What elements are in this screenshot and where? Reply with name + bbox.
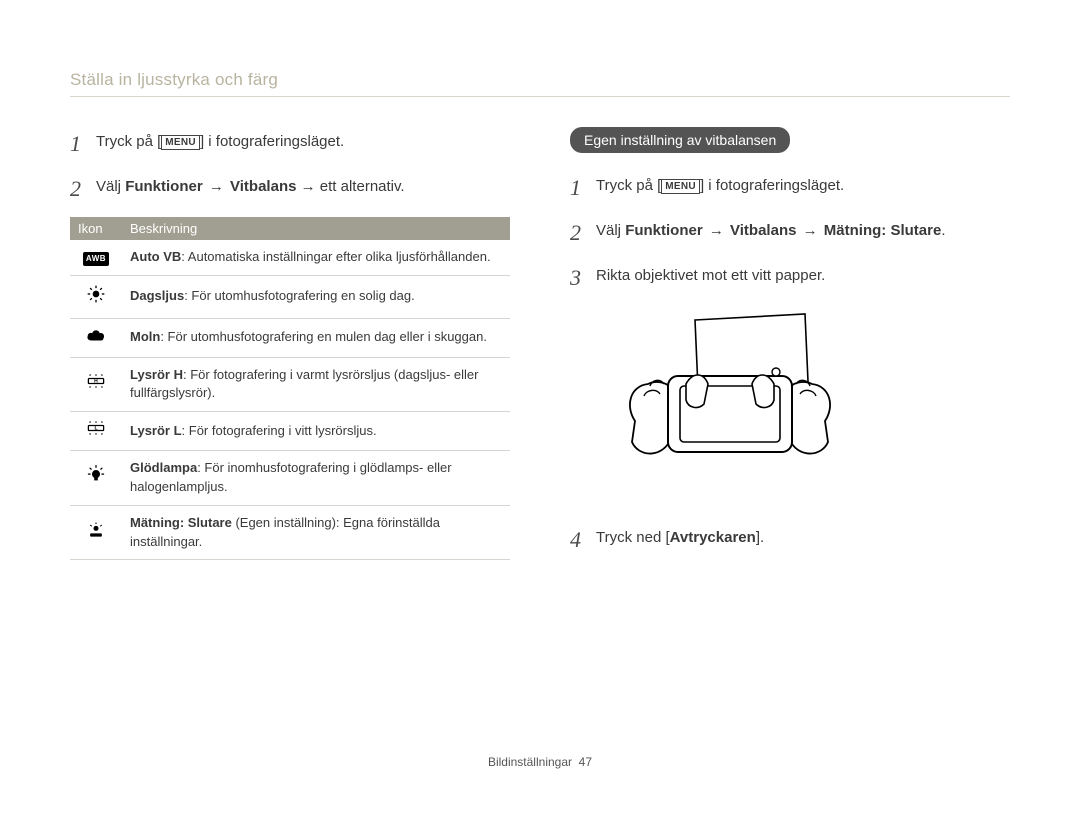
- svg-text:H: H: [94, 379, 98, 385]
- step-text: Tryck på [MENU] i fotograferingsläget.: [596, 171, 844, 198]
- step-text: Välj Funktioner → Vitbalans → ett altern…: [96, 172, 405, 199]
- text: : För fotografering i varmt lysrörsljus …: [130, 367, 478, 401]
- bold-text: Funktioner: [625, 222, 703, 239]
- text: Tryck ned [: [596, 529, 670, 546]
- text: : För utomhusfotografering en solig dag.: [184, 288, 415, 303]
- step-text: Tryck på [MENU] i fotograferingsläget.: [96, 127, 344, 154]
- bulb-icon: [87, 464, 105, 486]
- step-number: 2: [70, 172, 96, 205]
- table-row: AWB Auto VB: Automatiska inställningar e…: [70, 240, 510, 275]
- footer-page: 47: [579, 755, 592, 769]
- text: Tryck på [: [596, 177, 661, 194]
- text: : För utomhusfotografering en mulen dag …: [160, 329, 487, 344]
- text: ] i fotograferingsläget.: [700, 177, 844, 194]
- table-row: Dagsljus: För utomhusfotografering en so…: [70, 275, 510, 318]
- bold-text: Lysrör H: [130, 367, 183, 382]
- step-number: 3: [570, 261, 596, 294]
- camera-illustration: [600, 306, 1010, 511]
- left-step-2: 2 Välj Funktioner → Vitbalans → ett alte…: [70, 172, 510, 205]
- cell-icon: [70, 451, 122, 506]
- right-step-4: 4 Tryck ned [Avtryckaren].: [570, 523, 1010, 556]
- bold-text: Dagsljus: [130, 288, 184, 303]
- right-step-2: 2 Välj Funktioner → Vitbalans → Mätning:…: [570, 216, 1010, 249]
- bold-text: Funktioner: [125, 178, 203, 195]
- step-text: Tryck ned [Avtryckaren].: [596, 523, 764, 550]
- fluorescent-l-icon: L: [85, 420, 107, 436]
- step-number: 1: [570, 171, 596, 204]
- cell-desc: Dagsljus: För utomhusfotografering en so…: [122, 275, 510, 318]
- bold-text: Mätning: Slutare: [824, 222, 942, 239]
- table-row: H Lysrör H: För fotografering i varmt ly…: [70, 357, 510, 412]
- cell-icon: H: [70, 357, 122, 412]
- bold-text: Moln: [130, 329, 160, 344]
- cell-icon: L: [70, 412, 122, 451]
- text: ] i fotograferingsläget.: [200, 133, 344, 150]
- left-step-1: 1 Tryck på [MENU] i fotograferingsläget.: [70, 127, 510, 160]
- fluorescent-h-icon: H: [85, 373, 107, 389]
- cell-icon: [70, 505, 122, 560]
- step-number: 4: [570, 523, 596, 556]
- menu-label-box: MENU: [161, 135, 200, 150]
- arrow: →: [703, 222, 730, 239]
- table-row: Glödlampa: För inomhusfotografering i gl…: [70, 451, 510, 506]
- page-header: Ställa in ljusstyrka och färg: [70, 70, 1010, 97]
- svg-text:L: L: [94, 426, 97, 432]
- step-text: Välj Funktioner → Vitbalans → Mätning: S…: [596, 216, 945, 243]
- text: : För fotografering i vitt lysrörsljus.: [182, 423, 377, 438]
- table-row: Moln: För utomhusfotografering en mulen …: [70, 318, 510, 357]
- bold-text: Vitbalans: [730, 222, 796, 239]
- custom-wb-icon: [86, 520, 106, 540]
- right-step-3: 3 Rikta objektivet mot ett vitt papper.: [570, 261, 1010, 294]
- sun-icon: [86, 284, 106, 304]
- right-column: Egen inställning av vitbalansen 1 Tryck …: [570, 127, 1010, 568]
- white-balance-table: Ikon Beskrivning AWB Auto VB: Automatisk…: [70, 217, 510, 560]
- cell-icon: AWB: [70, 240, 122, 275]
- text: Välj: [96, 178, 125, 195]
- text: → ett alternativ.: [296, 178, 404, 195]
- menu-label-box: MENU: [661, 179, 700, 194]
- left-column: 1 Tryck på [MENU] i fotograferingsläget.…: [70, 127, 510, 568]
- right-step-1: 1 Tryck på [MENU] i fotograferingsläget.: [570, 171, 1010, 204]
- table-header-icon: Ikon: [70, 217, 122, 240]
- bold-text: Mätning: Slutare: [130, 515, 232, 530]
- awb-icon: AWB: [83, 252, 109, 266]
- step-number: 2: [570, 216, 596, 249]
- page-footer: Bildinställningar 47: [0, 755, 1080, 769]
- bold-text: Glödlampa: [130, 460, 197, 475]
- bold-text: Auto VB: [130, 249, 181, 264]
- cell-desc: Lysrör H: För fotografering i varmt lysr…: [122, 357, 510, 412]
- text: Välj: [596, 222, 625, 239]
- bold-text: Lysrör L: [130, 423, 182, 438]
- text: .: [941, 222, 945, 239]
- step-text: Rikta objektivet mot ett vitt papper.: [596, 261, 825, 288]
- text: : Automatiska inställningar efter olika …: [181, 249, 490, 264]
- content-columns: 1 Tryck på [MENU] i fotograferingsläget.…: [70, 127, 1010, 568]
- cell-icon: [70, 318, 122, 357]
- bold-text: Avtryckaren: [670, 529, 756, 546]
- cell-desc: Lysrör L: För fotografering i vitt lysrö…: [122, 412, 510, 451]
- table-header-desc: Beskrivning: [122, 217, 510, 240]
- text: Tryck på [: [96, 133, 161, 150]
- step-number: 1: [70, 127, 96, 160]
- section-pill: Egen inställning av vitbalansen: [570, 127, 790, 153]
- table-row: Mätning: Slutare (Egen inställning): Egn…: [70, 505, 510, 560]
- arrow: →: [796, 222, 823, 239]
- cell-desc: Moln: För utomhusfotografering en mulen …: [122, 318, 510, 357]
- bold-text: Vitbalans: [230, 178, 296, 195]
- cell-desc: Mätning: Slutare (Egen inställning): Egn…: [122, 505, 510, 560]
- cell-icon: [70, 275, 122, 318]
- text: ].: [756, 529, 764, 546]
- cell-desc: Auto VB: Automatiska inställningar efter…: [122, 240, 510, 275]
- footer-label: Bildinställningar: [488, 755, 572, 769]
- cell-desc: Glödlampa: För inomhusfotografering i gl…: [122, 451, 510, 506]
- table-row: L Lysrör L: För fotografering i vitt lys…: [70, 412, 510, 451]
- arrow: →: [203, 178, 230, 195]
- cloud-icon: [85, 327, 107, 343]
